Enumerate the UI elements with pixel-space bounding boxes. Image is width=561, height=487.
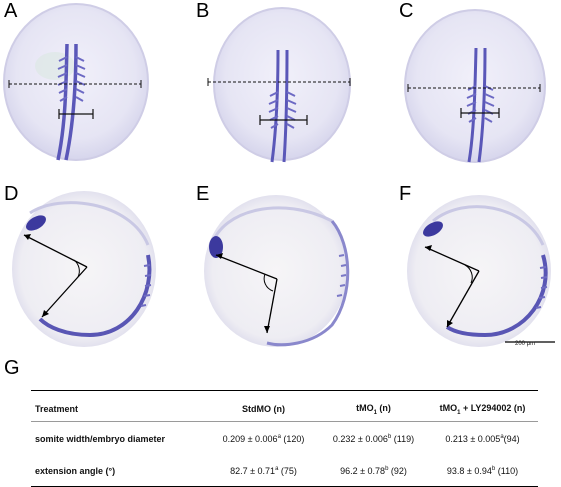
embryo-lateral-image-d	[0, 185, 163, 350]
panel-label-d: D	[4, 183, 19, 205]
table-row-extension-angle: extension angle (°) 82.7 ± 0.71a (75) 96…	[31, 454, 538, 487]
angle-arrow-head	[215, 254, 278, 280]
angle-arrow-tail	[266, 278, 278, 334]
cell-stdmo: 82.7 ± 0.71a (75)	[203, 454, 320, 487]
row-label: extension angle (°)	[31, 454, 203, 487]
panel-label-a: A	[4, 0, 18, 22]
header-stdmo: StdMO (n)	[203, 390, 320, 422]
cell-tmo1-ly294002: 0.213 ± 0.005a(94)	[445, 434, 520, 444]
scale-bar-label: 200 μm	[515, 341, 536, 347]
panel-e: E	[192, 183, 355, 350]
embryo-lateral-image-f	[395, 185, 558, 350]
cell-tmo1: 0.232 ± 0.006b (119)	[332, 434, 415, 444]
embryo-dorsal-image-c	[395, 2, 558, 167]
panel-label-c: C	[399, 0, 414, 22]
angle-arc	[464, 264, 473, 284]
angle-arrow-tail	[446, 270, 480, 328]
panel-d: D	[0, 183, 163, 350]
cell-stdmo: 0.209 ± 0.006a (120)	[222, 434, 305, 444]
header-treatment: Treatment	[31, 390, 203, 422]
header-tmo1-ly294002: tMO1 + LY294002 (n)	[423, 390, 538, 422]
angle-arc	[73, 259, 80, 278]
embryo-lateral-image-e	[192, 185, 355, 350]
angle-arc	[263, 273, 274, 292]
embryo-dorsal-image-a	[0, 2, 163, 167]
panel-label-b: B	[196, 0, 210, 22]
panel-label-g: G	[4, 357, 20, 379]
panel-a: A	[0, 0, 163, 167]
panel-c: C	[395, 0, 558, 167]
panel-label-f: F	[399, 183, 412, 205]
table-row-somite-width: somite width/embryo diameter 0.209 ± 0.0…	[31, 422, 538, 455]
angle-arrow-head	[23, 234, 88, 268]
cell-tmo1-ly294002: 93.8 ± 0.94b (110)	[423, 454, 538, 487]
row-label: somite width/embryo diameter	[35, 434, 166, 444]
panel-f: F 200 μm	[395, 183, 558, 350]
header-tmo1: tMO1 (n)	[320, 390, 423, 422]
angle-arrow-head	[424, 246, 480, 272]
panel-b: B	[192, 0, 355, 167]
embryo-dorsal-image-b	[192, 2, 355, 167]
table-header-row: Treatment StdMO (n) tMO1 (n) tMO1 + LY29…	[31, 390, 538, 422]
results-table: Treatment StdMO (n) tMO1 (n) tMO1 + LY29…	[31, 390, 538, 487]
cell-tmo1: 96.2 ± 0.78b (92)	[320, 454, 423, 487]
panel-label-e: E	[196, 183, 210, 205]
angle-arrow-tail	[41, 266, 88, 318]
